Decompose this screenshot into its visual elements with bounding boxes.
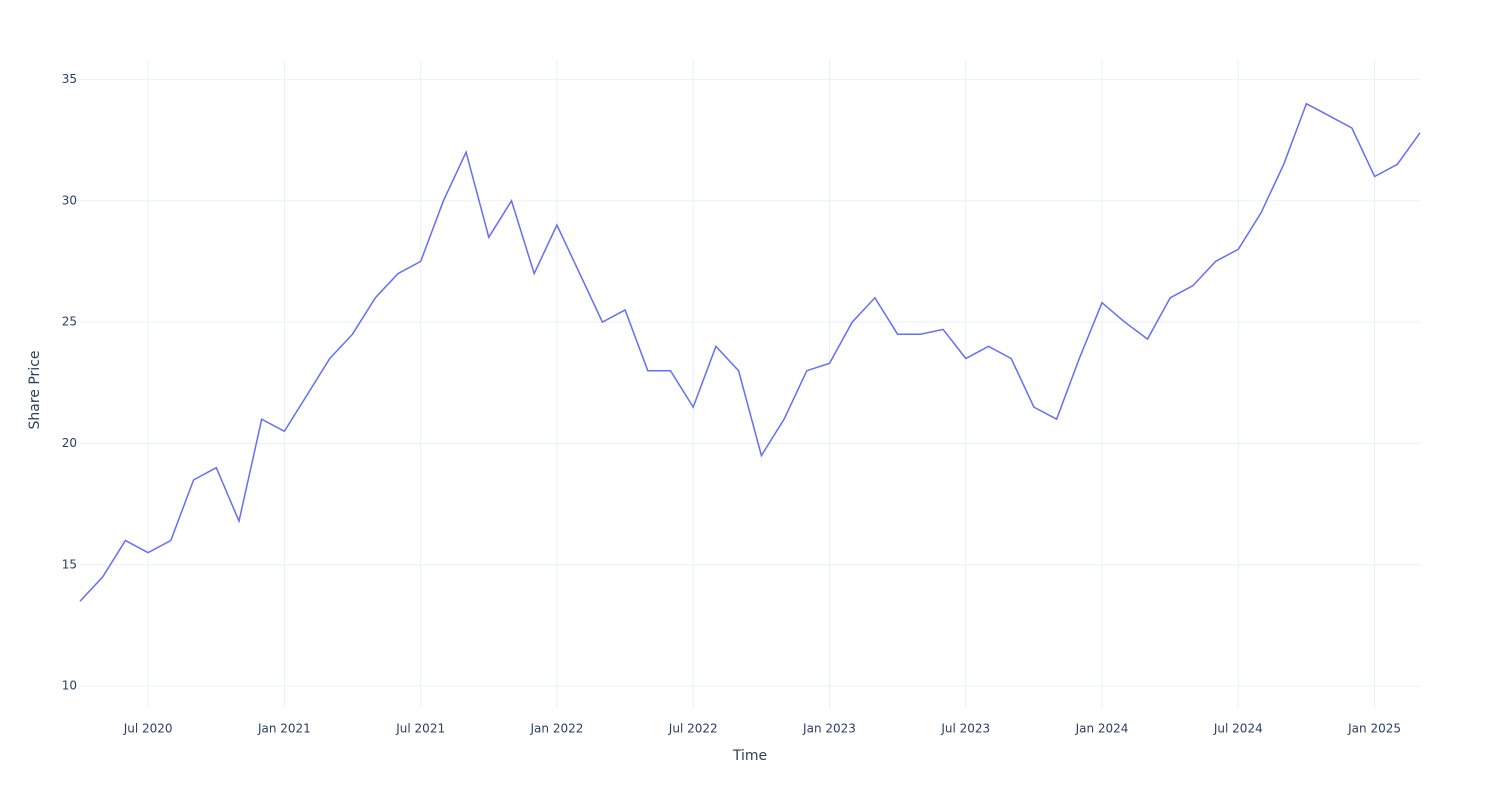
y-tick-label: 15 — [62, 557, 77, 571]
price-line — [79, 102, 1421, 602]
y-tick-label: 30 — [62, 193, 77, 207]
y-tick-label: 25 — [62, 315, 77, 329]
y-tick-label: 35 — [62, 72, 77, 86]
x-tick-label: Jan 2021 — [257, 722, 311, 736]
y-tick-label: 10 — [62, 679, 77, 693]
x-tick-label: Jul 2022 — [668, 722, 718, 736]
y-axis-title: Share Price — [27, 350, 43, 429]
x-tick-label: Jul 2020 — [123, 722, 173, 736]
x-axis-title: Time — [732, 748, 767, 764]
x-tick-label: Jul 2021 — [395, 722, 445, 736]
x-tick-label: Jan 2023 — [802, 722, 856, 736]
y-tick-label: 20 — [62, 436, 77, 450]
x-tick-label: Jul 2024 — [1213, 722, 1263, 736]
grid — [80, 60, 1420, 708]
x-tick-label: Jan 2024 — [1075, 722, 1129, 736]
x-tick-label: Jan 2022 — [530, 722, 584, 736]
x-tick-label: Jul 2023 — [940, 722, 990, 736]
x-tick-label: Jan 2025 — [1347, 722, 1401, 736]
